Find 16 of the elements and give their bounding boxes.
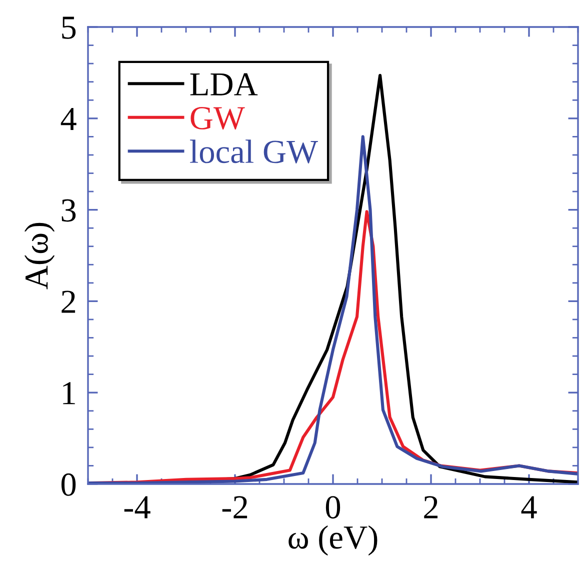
y-tick-label: 2: [62, 290, 76, 313]
y-tick-label: 3: [62, 199, 76, 222]
legend-label: GW: [190, 106, 245, 130]
y-tick-label: 1: [63, 382, 75, 404]
x-axis-title: ω (eV): [288, 525, 378, 556]
x-tick-label: 2: [424, 496, 438, 518]
y-axis-title: A(ω): [24, 222, 55, 290]
x-tick-label: 4: [521, 496, 537, 518]
y-tick-label: 5: [62, 16, 76, 39]
x-tick-label: -4: [124, 496, 150, 518]
x-tick-label: -2: [222, 496, 248, 518]
y-tick-label: 4: [60, 108, 76, 130]
legend-label: LDA: [190, 73, 258, 96]
legend-label: local GW: [190, 140, 318, 164]
y-tick-label: 0: [61, 473, 76, 496]
x-tick-label: 0: [326, 496, 340, 519]
